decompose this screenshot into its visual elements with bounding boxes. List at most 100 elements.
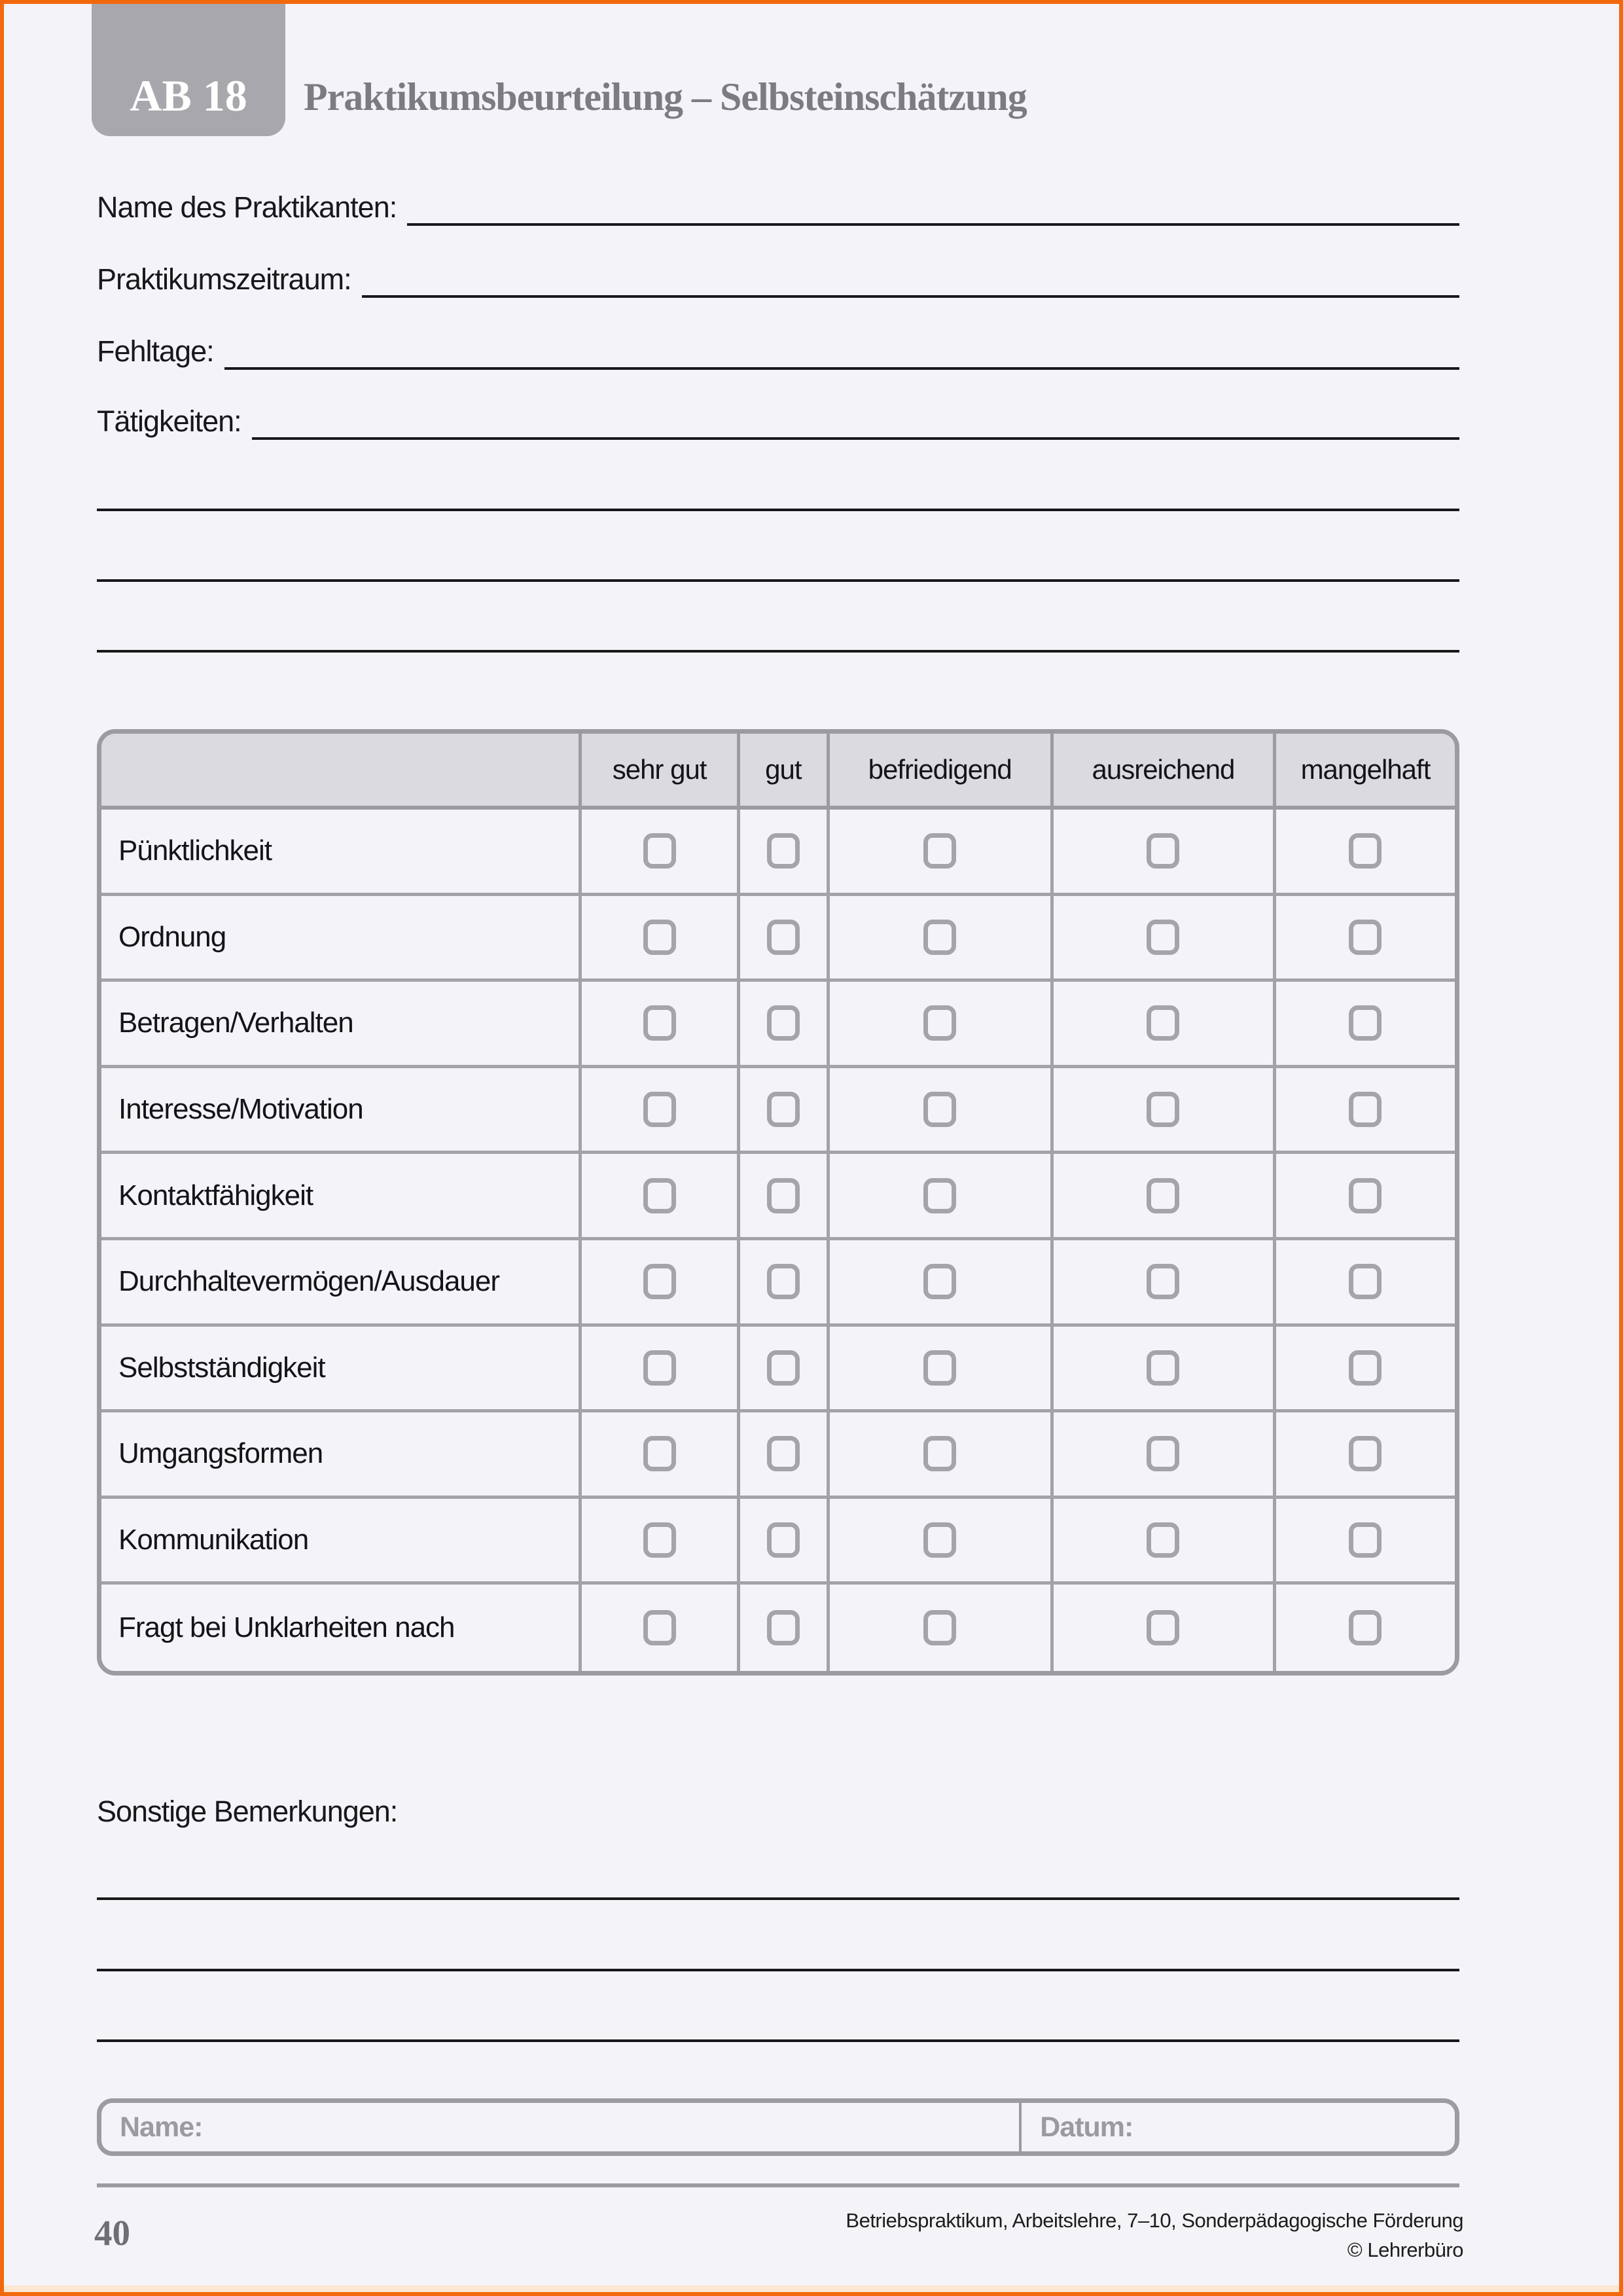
rating-checkbox-ausreichend[interactable] [1147,919,1180,955]
rating-checkbox-mangelhaft[interactable] [1349,1177,1382,1213]
rating-checkbox-ausreichend[interactable] [1147,1436,1180,1472]
rating-checkbox-sehr-gut[interactable] [643,1177,676,1213]
criterion-label: Ordnung [101,895,582,982]
header-cell-mangelhaft: mangelhaft [1275,734,1455,810]
rating-checkbox-sehr-gut[interactable] [643,1092,676,1128]
rating-checkbox-sehr-gut[interactable] [643,1350,676,1386]
rating-checkbox-sehr-gut[interactable] [643,1005,676,1041]
rating-cell-ausreichend [1054,1585,1276,1671]
remarks-line-2[interactable] [97,1969,1459,1971]
period-input-line[interactable] [361,261,1459,298]
rating-checkbox-gut[interactable] [766,1610,800,1646]
page-title: Praktikumsbeurteilung – Selbsteinschätzu… [304,75,1027,118]
rating-cell-sehr-gut [582,1498,741,1585]
field-label-absences: Fehltage: [97,334,215,368]
footer-credits: Betriebspraktikum, Arbeitslehre, 7–10, S… [846,2206,1463,2265]
rating-cell-sehr-gut [582,895,741,982]
rating-cell-ausreichend [1053,810,1276,896]
rating-checkbox-mangelhaft[interactable] [1349,1092,1382,1128]
rating-cell-befriedigend [829,895,1054,982]
rating-cell-gut [740,895,830,982]
rating-checkbox-gut[interactable] [766,1522,800,1558]
rating-cell-sehr-gut [582,1067,741,1155]
rating-checkbox-ausreichend[interactable] [1147,1005,1180,1041]
rating-cell-ausreichend [1053,1498,1276,1585]
rating-checkbox-mangelhaft[interactable] [1349,919,1382,955]
rating-checkbox-mangelhaft[interactable] [1349,1610,1382,1646]
rating-cell-gut [740,1412,830,1499]
remarks-line-3[interactable] [97,2039,1459,2042]
rating-cell-ausreichend [1053,1067,1276,1155]
rating-cell-ausreichend [1053,1326,1276,1413]
rating-checkbox-befriedigend[interactable] [923,833,957,869]
name-input-line[interactable] [407,189,1459,226]
form-row-absences: Fehltage: [97,333,1459,370]
rating-checkbox-ausreichend[interactable] [1147,833,1180,869]
rating-checkbox-gut[interactable] [766,1264,800,1300]
rating-checkbox-befriedigend[interactable] [923,1522,957,1558]
rating-checkbox-befriedigend[interactable] [923,1092,957,1128]
rating-checkbox-ausreichend[interactable] [1147,1350,1180,1386]
rating-checkbox-mangelhaft[interactable] [1349,833,1382,869]
rating-checkbox-gut[interactable] [766,1005,800,1041]
rating-checkbox-sehr-gut[interactable] [643,833,676,869]
rating-checkbox-ausreichend[interactable] [1147,1610,1180,1646]
rating-checkbox-sehr-gut[interactable] [643,919,676,955]
rating-checkbox-befriedigend[interactable] [923,1005,957,1041]
rating-checkbox-gut[interactable] [766,1092,800,1128]
rating-checkbox-mangelhaft[interactable] [1349,1522,1382,1558]
remarks-line-1[interactable] [97,1897,1459,1900]
rating-checkbox-gut[interactable] [766,1436,800,1472]
rating-checkbox-mangelhaft[interactable] [1349,1264,1382,1300]
worksheet-number-badge: AB 18 [92,4,285,136]
rating-checkbox-ausreichend[interactable] [1147,1522,1180,1558]
criterion-label: Interesse/Motivation [101,1067,582,1155]
rating-checkbox-befriedigend[interactable] [923,1610,957,1646]
rating-cell-befriedigend [830,1585,1054,1671]
rating-checkbox-sehr-gut[interactable] [643,1436,676,1472]
criterion-label: Kommunikation [101,1498,582,1585]
rating-checkbox-gut[interactable] [766,1177,800,1213]
signature-name-field[interactable]: Name: [101,2103,1022,2151]
rating-checkbox-ausreichend[interactable] [1147,1092,1180,1128]
rating-checkbox-sehr-gut[interactable] [643,1610,676,1646]
rating-cell-befriedigend [829,810,1054,896]
rating-cell-gut [740,1326,830,1413]
rating-checkbox-sehr-gut[interactable] [643,1522,676,1558]
rating-cell-sehr-gut [582,1412,741,1499]
header-cell-sehr-gut: sehr gut [582,734,741,810]
criterion-label: Fragt bei Unklarheiten nach [101,1585,582,1671]
activities-input-line[interactable] [251,403,1459,440]
rating-checkbox-gut[interactable] [766,919,800,955]
rating-cell-gut [740,810,830,896]
form-row-name: Name des Praktikanten: [97,189,1459,226]
rating-cell-mangelhaft [1275,1068,1455,1155]
rating-checkbox-befriedigend[interactable] [923,1436,957,1472]
rating-checkbox-befriedigend[interactable] [923,1177,957,1213]
rating-cell-befriedigend [829,1498,1054,1585]
rating-checkbox-befriedigend[interactable] [923,1264,957,1300]
rating-checkbox-mangelhaft[interactable] [1349,1436,1382,1472]
rating-cell-mangelhaft [1275,1240,1455,1327]
rating-cell-ausreichend [1053,1240,1276,1327]
activities-extra-line-1[interactable] [97,509,1459,511]
rating-cell-gut [740,982,830,1068]
rating-checkbox-ausreichend[interactable] [1147,1177,1180,1213]
page-number: 40 [94,2213,130,2253]
rating-checkbox-mangelhaft[interactable] [1349,1350,1382,1386]
criterion-label: Pünktlichkeit [101,810,582,896]
rating-checkbox-ausreichend[interactable] [1147,1264,1180,1300]
rating-checkbox-mangelhaft[interactable] [1349,1005,1382,1041]
rating-checkbox-gut[interactable] [766,833,800,869]
rating-checkbox-befriedigend[interactable] [923,919,957,955]
activities-extra-line-2[interactable] [97,579,1459,582]
signature-date-field[interactable]: Datum: [1022,2103,1455,2151]
criterion-label: Betragen/Verhalten [101,982,582,1068]
rating-checkbox-sehr-gut[interactable] [643,1264,676,1300]
rating-checkbox-gut[interactable] [766,1350,800,1386]
absences-input-line[interactable] [224,333,1459,370]
rating-checkbox-befriedigend[interactable] [923,1350,957,1386]
activities-extra-line-3[interactable] [97,650,1459,653]
rating-cell-sehr-gut [582,1154,741,1240]
rating-cell-mangelhaft [1275,1154,1455,1240]
